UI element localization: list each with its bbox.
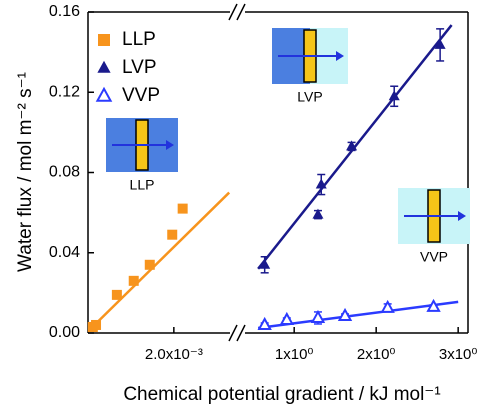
data-point <box>91 319 102 330</box>
data-point <box>257 316 272 330</box>
data-point <box>380 299 395 313</box>
data-point <box>167 229 178 240</box>
data-point <box>279 311 295 325</box>
legend-label: LVP <box>122 57 157 78</box>
x-axis-label: Chemical potential gradient / kJ mol⁻¹ <box>123 384 440 405</box>
axis-break <box>228 324 238 342</box>
x-tick-label: 2.0x10⁻³ <box>145 346 203 363</box>
data-point <box>315 178 327 189</box>
data-point <box>128 275 139 286</box>
axis-break <box>236 3 246 21</box>
data-point <box>259 258 271 269</box>
x-tick-label: 2x10⁰ <box>357 346 396 363</box>
y-tick-label: 0.16 <box>49 3 80 20</box>
y-tick-label: 0.00 <box>49 324 80 341</box>
axis-break <box>236 324 246 342</box>
inset-label: LLP <box>130 177 155 193</box>
x-tick-label: 1x10⁰ <box>275 346 314 363</box>
data-point <box>434 38 446 49</box>
data-point <box>337 307 353 321</box>
data-point <box>426 298 441 312</box>
data-point <box>346 140 358 151</box>
data-point <box>388 90 400 101</box>
arrow-head <box>166 140 174 150</box>
y-axis-label: Water flux / mol m⁻² s⁻¹ <box>15 72 36 272</box>
legend-label: LLP <box>122 29 156 50</box>
legend-label: VVP <box>122 85 160 106</box>
legend-marker <box>98 34 110 46</box>
data-point <box>111 289 122 300</box>
inset-label: LVP <box>297 89 322 105</box>
legend-marker <box>97 60 111 73</box>
inset-label: VVP <box>420 249 448 265</box>
arrow-head <box>336 51 344 61</box>
fit-line <box>89 191 231 330</box>
y-tick-label: 0.08 <box>49 164 80 181</box>
y-tick-label: 0.12 <box>49 83 80 100</box>
data-point <box>310 309 326 323</box>
data-point <box>312 208 324 219</box>
legend-marker <box>95 86 113 102</box>
x-tick-label: 3x10⁰ <box>439 346 478 363</box>
data-point <box>144 259 155 270</box>
axis-break <box>228 3 238 21</box>
data-point <box>177 203 188 214</box>
y-tick-label: 0.04 <box>49 244 80 261</box>
arrow-head <box>458 211 466 221</box>
